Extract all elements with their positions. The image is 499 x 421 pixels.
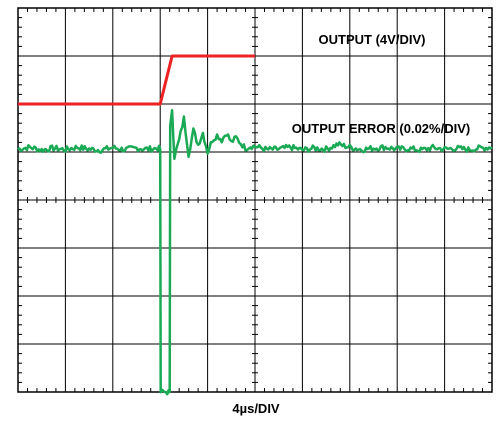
plot-traces: [17, 54, 493, 396]
output-error-trace-label: OUTPUT ERROR (0.02%/DIV): [292, 121, 470, 136]
output-trace-label: OUTPUT (4V/DIV): [319, 32, 426, 47]
plot-grid: [17, 7, 493, 393]
x-axis-label: 4µs/DIV: [232, 401, 280, 416]
plot-frame: [17, 7, 493, 393]
output-trace: [18, 54, 255, 106]
output-error-trace: [17, 108, 493, 396]
